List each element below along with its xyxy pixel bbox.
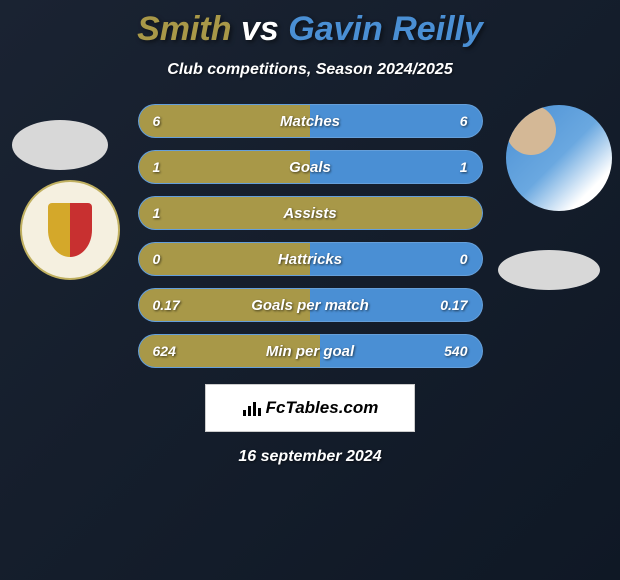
player1-name: Smith xyxy=(137,10,231,48)
chart-icon xyxy=(242,400,262,416)
source-text: FcTables.com xyxy=(266,398,379,418)
stat-label: Hattricks xyxy=(278,251,342,268)
stat-right-value: 1 xyxy=(460,159,468,175)
stat-row-goals: 1 Goals 1 xyxy=(138,150,483,184)
player2-name: Gavin Reilly xyxy=(288,10,483,48)
player1-club-badge xyxy=(20,180,120,280)
stat-right-value: 0 xyxy=(460,251,468,267)
badge-shield-icon xyxy=(48,203,92,257)
player2-club-placeholder xyxy=(498,250,600,290)
stat-row-min-per-goal: 624 Min per goal 540 xyxy=(138,334,483,368)
stat-label: Assists xyxy=(283,205,336,222)
comparison-title: Smith vs Gavin Reilly xyxy=(0,0,620,49)
vs-text: vs xyxy=(241,10,279,48)
stat-left-value: 6 xyxy=(153,113,161,129)
stats-container: 6 Matches 6 1 Goals 1 1 Assists 0 Hattri… xyxy=(138,104,483,368)
stat-fill xyxy=(139,151,311,183)
stat-right-value: 6 xyxy=(460,113,468,129)
stat-row-hattricks: 0 Hattricks 0 xyxy=(138,242,483,276)
subtitle: Club competitions, Season 2024/2025 xyxy=(0,61,620,79)
stat-label: Goals xyxy=(289,159,331,176)
stat-row-assists: 1 Assists xyxy=(138,196,483,230)
stat-label: Min per goal xyxy=(266,343,354,360)
stat-left-value: 1 xyxy=(153,159,161,175)
stat-right-value: 0.17 xyxy=(440,297,467,313)
stat-label: Goals per match xyxy=(251,297,369,314)
stat-left-value: 0.17 xyxy=(153,297,180,313)
stat-right-value: 540 xyxy=(444,343,467,359)
source-badge: FcTables.com xyxy=(205,384,415,432)
player2-avatar xyxy=(506,105,612,211)
stat-left-value: 0 xyxy=(153,251,161,267)
stat-row-matches: 6 Matches 6 xyxy=(138,104,483,138)
stat-row-goals-per-match: 0.17 Goals per match 0.17 xyxy=(138,288,483,322)
date-text: 16 september 2024 xyxy=(0,448,620,466)
player1-avatar-placeholder xyxy=(12,120,108,170)
stat-label: Matches xyxy=(280,113,340,130)
stat-left-value: 1 xyxy=(153,205,161,221)
stat-left-value: 624 xyxy=(153,343,176,359)
